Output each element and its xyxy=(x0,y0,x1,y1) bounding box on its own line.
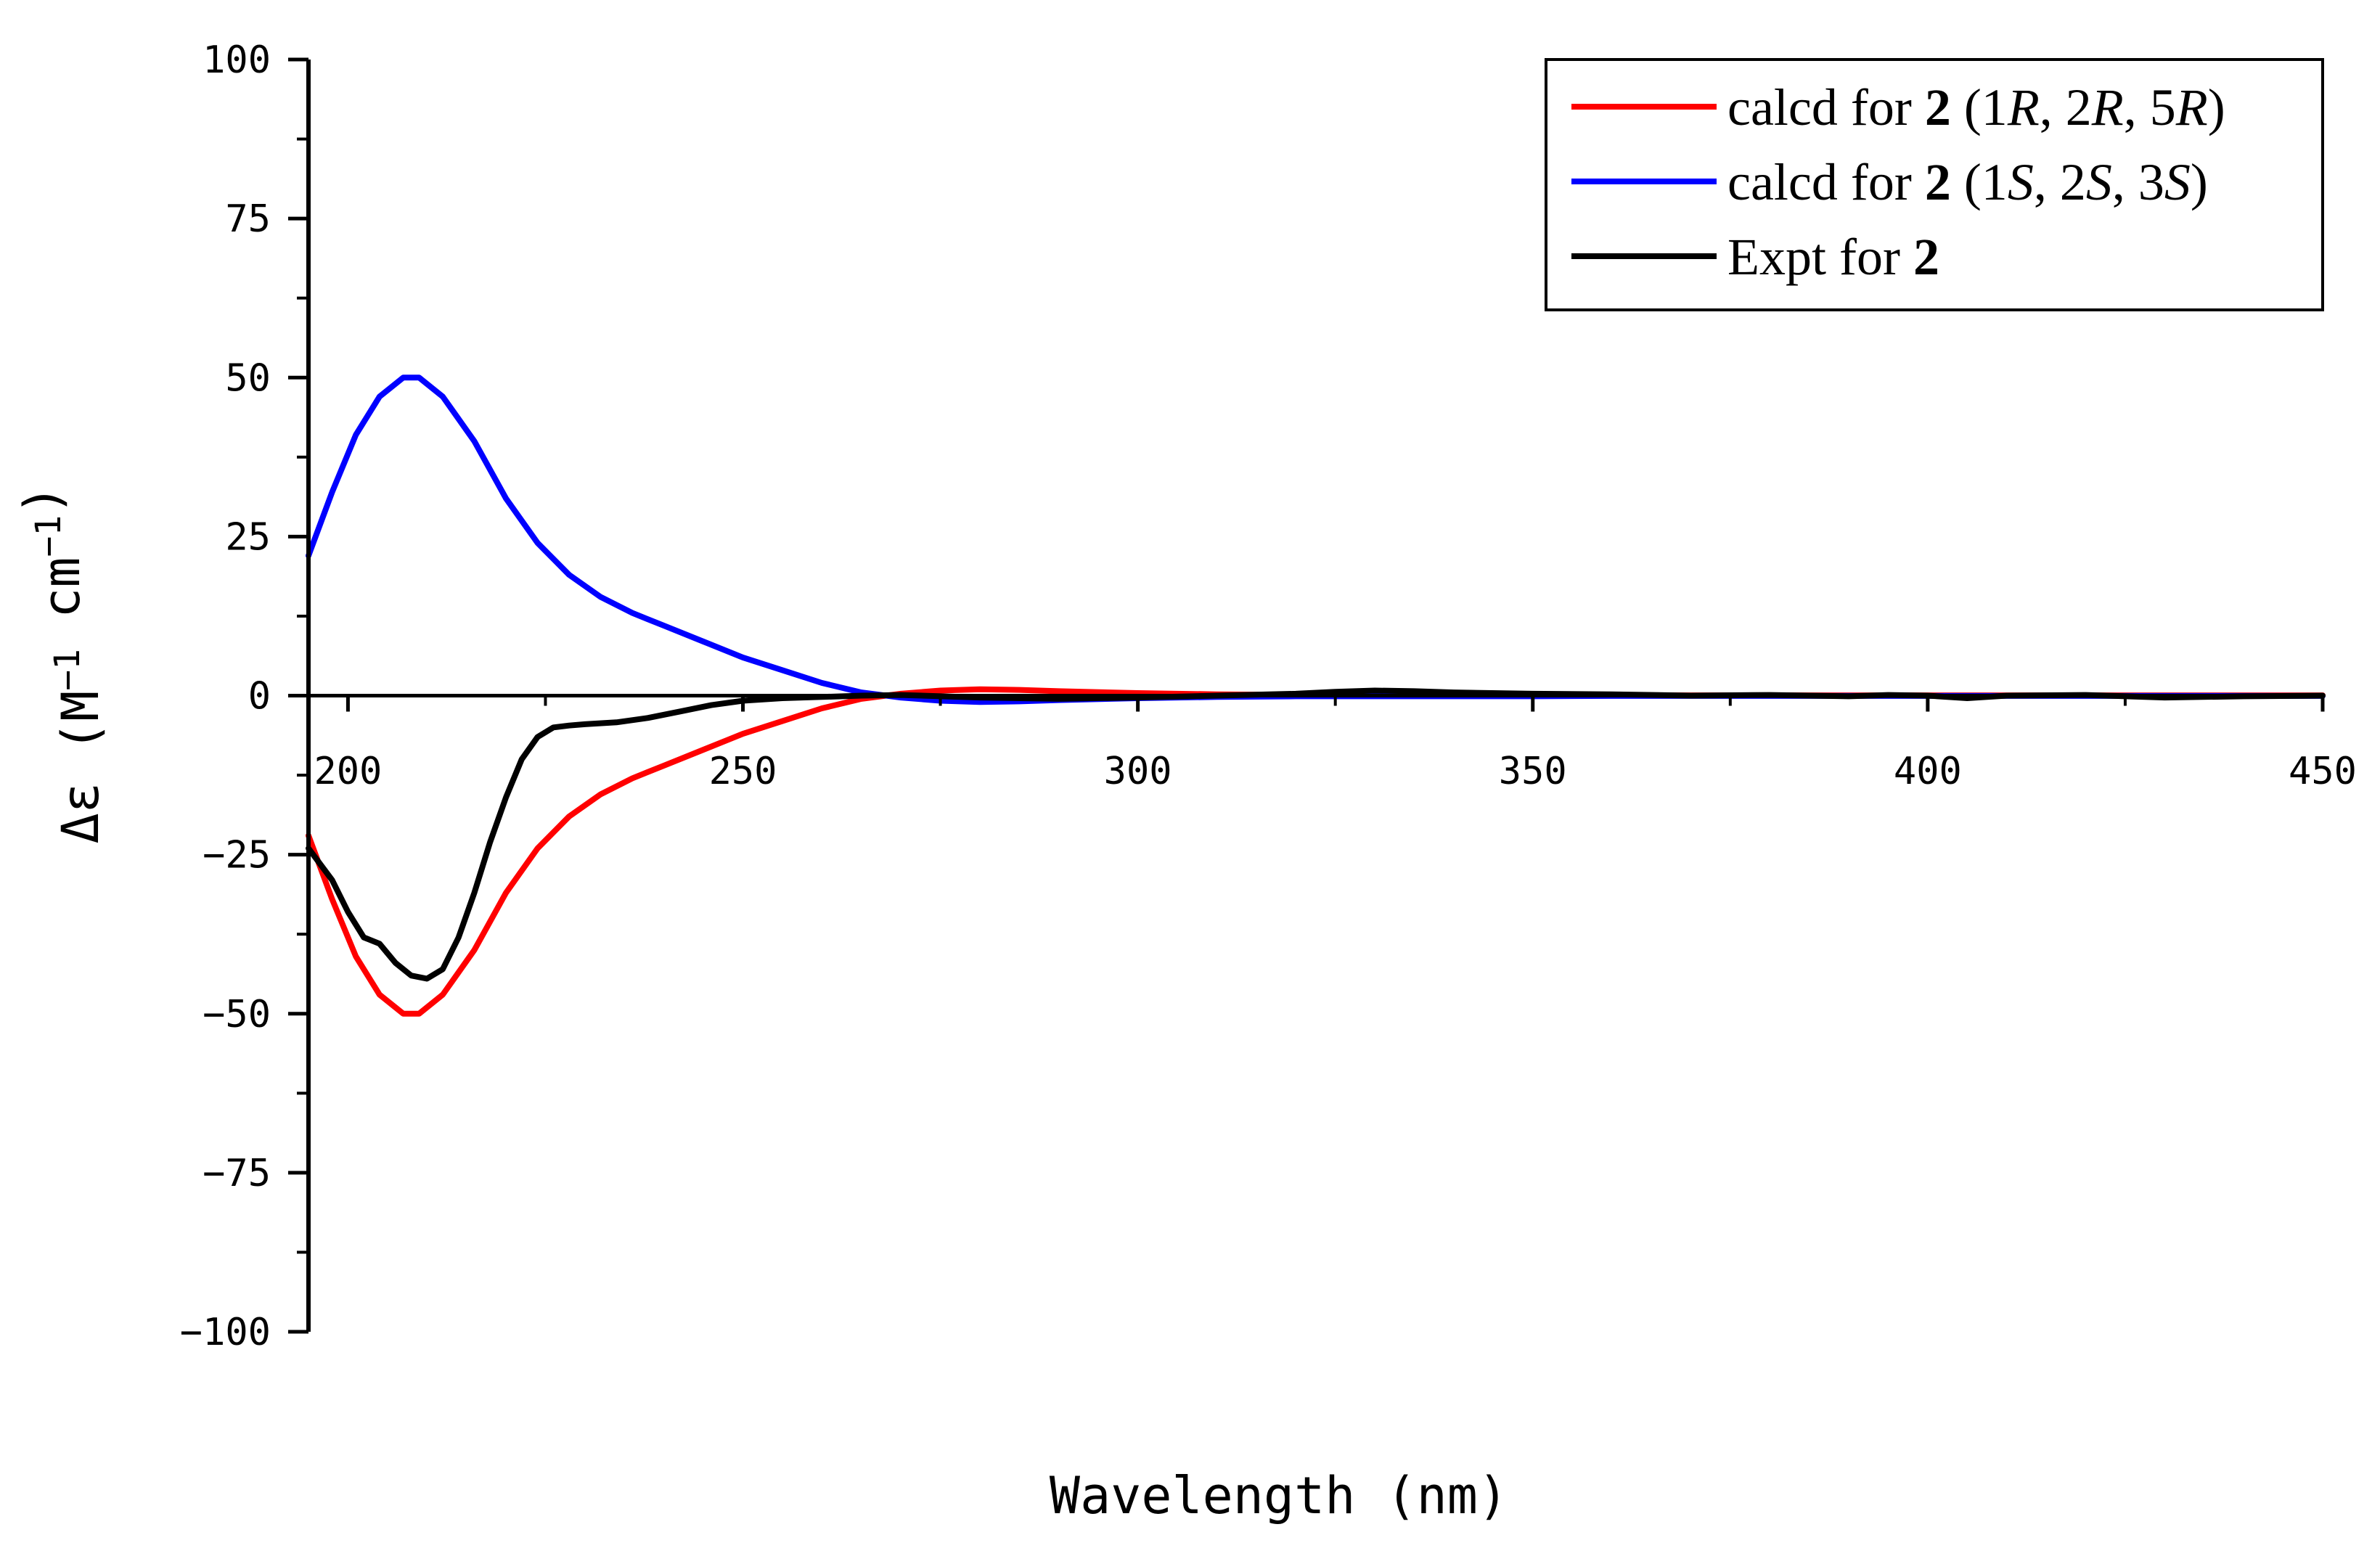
legend-label-segment: calcd for xyxy=(1727,78,1925,136)
y-label-segment: ) xyxy=(13,485,73,515)
y-label-segment: cm xyxy=(32,557,91,649)
y-tick-label: −25 xyxy=(203,834,271,877)
legend-label-segment: R xyxy=(2007,78,2040,136)
legend-label-3: Expt for 2 xyxy=(1727,228,1939,286)
y-tick-label: −50 xyxy=(203,993,271,1036)
legend-label-segment: (1 xyxy=(1951,153,2008,211)
legend-label-segment: Expt for xyxy=(1727,228,1913,286)
legend-label-segment: R xyxy=(2091,78,2124,136)
x-axis-title: Wavelength (nm) xyxy=(1050,1466,1508,1526)
y-tick-label: −100 xyxy=(180,1311,271,1354)
x-tick-label: 250 xyxy=(709,750,777,793)
x-tick-label: 200 xyxy=(314,750,382,793)
legend-label-2: calcd for 2 (1S, 2S, 3S) xyxy=(1727,153,2208,211)
y-label-superscript: −1 xyxy=(47,649,88,691)
legend-label-segment: S xyxy=(2164,153,2191,211)
y-label-superscript: −1 xyxy=(28,515,69,557)
legend-label-segment: 2 xyxy=(1925,153,1951,211)
series-line-2 xyxy=(306,374,2326,705)
legend-label-segment: 2 xyxy=(1925,78,1951,136)
y-label-segment: Δε (M xyxy=(51,691,110,844)
x-tick-label: 400 xyxy=(1894,750,1962,793)
legend-box xyxy=(1545,58,2324,311)
y-tick-label: 50 xyxy=(225,356,271,400)
legend-label-segment: ) xyxy=(2191,153,2208,211)
y-tick-label: 100 xyxy=(203,38,271,82)
y-tick-label: −75 xyxy=(203,1152,271,1195)
y-axis-title: Δε (M−1 cm−1) xyxy=(13,485,110,844)
legend-label-segment: R xyxy=(2175,78,2208,136)
legend-label-segment: ) xyxy=(2208,78,2225,136)
x-tick-label: 300 xyxy=(1104,750,1172,793)
y-tick-label: 25 xyxy=(225,515,271,559)
legend-label-segment: , 2 xyxy=(2034,153,2086,211)
legend-label-segment: S xyxy=(2008,153,2034,211)
x-tick-label: 450 xyxy=(2289,750,2357,793)
y-tick-label: 0 xyxy=(248,675,271,718)
legend-label-1: calcd for 2 (1R, 2R, 5R) xyxy=(1727,78,2225,136)
legend-label-segment: S xyxy=(2086,153,2112,211)
legend-label-segment: , 2 xyxy=(2040,78,2092,136)
legend: calcd for 2 (1R, 2R, 5R)calcd for 2 (1S,… xyxy=(1545,58,2324,311)
legend-label-segment: , 5 xyxy=(2124,78,2176,136)
legend-label-segment: calcd for xyxy=(1727,153,1925,211)
y-tick-label: 75 xyxy=(225,197,271,241)
legend-label-segment: (1 xyxy=(1951,78,2008,136)
legend-label-segment: 2 xyxy=(1913,228,1939,286)
series-line-3 xyxy=(306,687,2326,982)
legend-label-segment: , 3 xyxy=(2112,153,2164,211)
series-line-1 xyxy=(306,686,2326,1017)
x-tick-label: 350 xyxy=(1499,750,1567,793)
